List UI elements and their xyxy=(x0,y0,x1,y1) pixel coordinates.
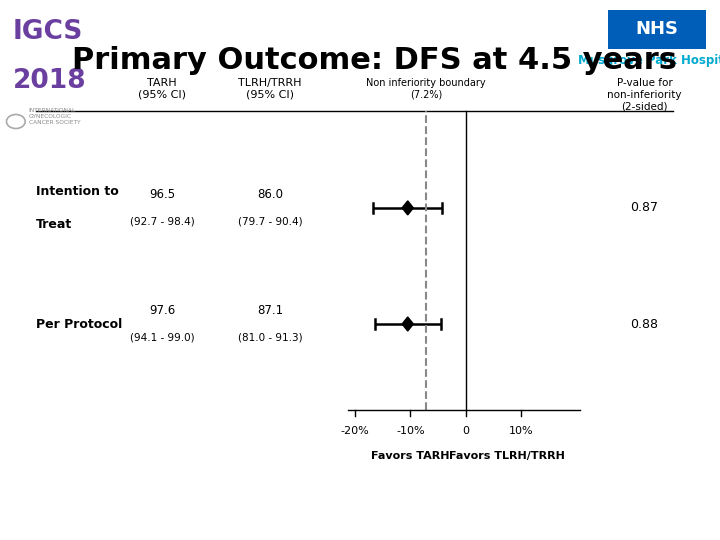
Text: Favors TARH: Favors TARH xyxy=(372,451,450,461)
Text: (81.0 - 91.3): (81.0 - 91.3) xyxy=(238,333,302,342)
Text: Primary Outcome: DFS at 4.5 years: Primary Outcome: DFS at 4.5 years xyxy=(72,45,677,75)
Text: TLRH/TRRH
(95% CI): TLRH/TRRH (95% CI) xyxy=(238,78,302,100)
Text: 2018: 2018 xyxy=(13,68,86,93)
Text: Favors TLRH/TRRH: Favors TLRH/TRRH xyxy=(449,451,565,461)
Text: Musgrove Park Hospital: Musgrove Park Hospital xyxy=(578,54,720,67)
Text: 0.88: 0.88 xyxy=(631,318,658,330)
Polygon shape xyxy=(402,201,413,215)
Text: P-value for
non-inferiority
(2-sided): P-value for non-inferiority (2-sided) xyxy=(607,78,682,111)
Text: INTERNATIONAL
GYNECOLOGIC
CANCER SOCIETY: INTERNATIONAL GYNECOLOGIC CANCER SOCIETY xyxy=(29,108,81,125)
Text: 10%: 10% xyxy=(509,426,534,436)
Text: Treat: Treat xyxy=(36,218,72,231)
Text: 86.0: 86.0 xyxy=(257,188,283,201)
Text: IGCS: IGCS xyxy=(13,19,84,45)
Text: 0.87: 0.87 xyxy=(631,201,658,214)
Text: (94.1 - 99.0): (94.1 - 99.0) xyxy=(130,333,194,342)
Text: Per Protocol: Per Protocol xyxy=(36,318,122,330)
Text: Intention to: Intention to xyxy=(36,185,119,198)
Text: 96.5: 96.5 xyxy=(149,188,175,201)
Polygon shape xyxy=(402,317,413,331)
Text: -10%: -10% xyxy=(396,426,425,436)
Text: 0: 0 xyxy=(462,426,469,436)
FancyBboxPatch shape xyxy=(608,10,706,49)
Text: 97.6: 97.6 xyxy=(149,304,175,317)
Text: NHS: NHS xyxy=(636,20,678,38)
Text: 87.1: 87.1 xyxy=(257,304,283,317)
Text: (92.7 - 98.4): (92.7 - 98.4) xyxy=(130,217,194,226)
Text: Non inferiority boundary
(7.2%): Non inferiority boundary (7.2%) xyxy=(366,78,486,100)
Text: TARH
(95% CI): TARH (95% CI) xyxy=(138,78,186,100)
Text: (79.7 - 90.4): (79.7 - 90.4) xyxy=(238,217,302,226)
Text: -20%: -20% xyxy=(341,426,369,436)
